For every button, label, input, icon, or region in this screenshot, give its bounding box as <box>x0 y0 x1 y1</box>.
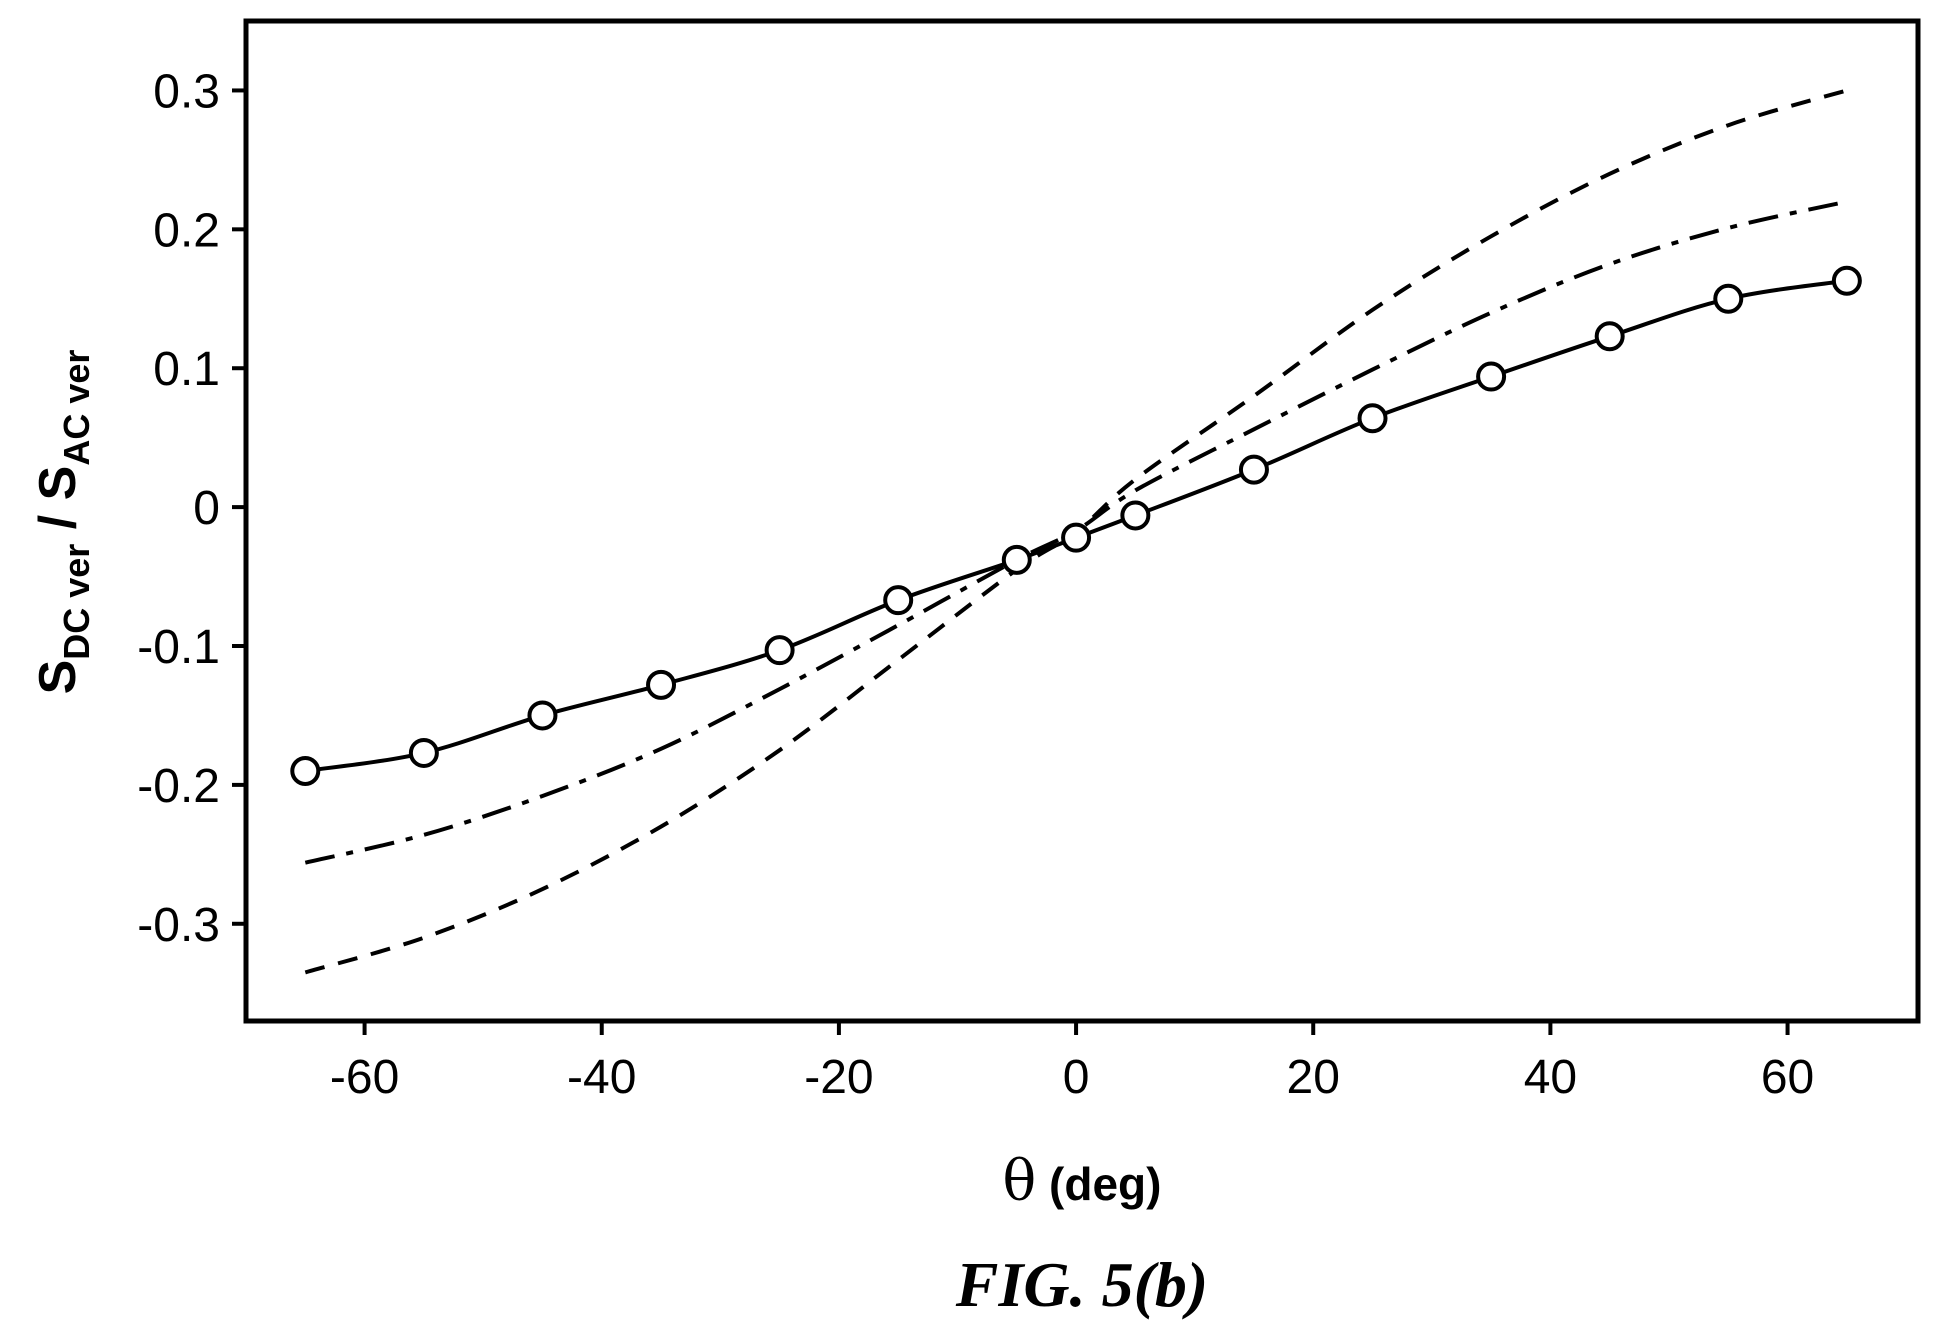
x-axis: -60 -40 -20 0 20 40 60 <box>330 1021 1814 1104</box>
x-tick-label: -20 <box>804 1051 873 1104</box>
x-tick-label: 20 <box>1287 1051 1340 1104</box>
y-tick-label: -0.2 <box>137 760 220 813</box>
data-point <box>527 700 558 731</box>
data-point <box>1061 522 1092 553</box>
x-tick-label: 0 <box>1063 1051 1090 1104</box>
x-axis-unit: (deg) <box>1036 1158 1161 1210</box>
y-axis-title: SDC ver / SAC ver <box>29 350 97 695</box>
y-tick-label: -0.3 <box>137 899 220 952</box>
y-axis-title-sep: / <box>29 500 87 543</box>
data-point <box>1001 544 1032 575</box>
y-tick-label: -0.1 <box>137 621 220 674</box>
data-point <box>408 737 439 768</box>
y-axis-title-sub2: AC ver <box>56 350 97 466</box>
data-point <box>1476 361 1507 392</box>
data-point <box>290 756 321 786</box>
data-point <box>1238 454 1269 485</box>
y-axis: 0.3 0.2 0.1 0 -0.1 -0.2 -0.3 <box>137 65 246 952</box>
y-tick-label: 0.2 <box>153 204 220 257</box>
y-axis-title-s1: S <box>29 660 87 695</box>
data-point <box>764 635 795 666</box>
y-tick-label: 0.3 <box>153 65 220 118</box>
data-point <box>883 585 914 616</box>
y-axis-title-sub1: DC ver <box>56 544 97 660</box>
x-tick-label: -40 <box>567 1051 636 1104</box>
data-point <box>1713 283 1744 314</box>
x-tick-label: -60 <box>330 1051 399 1104</box>
y-tick-label: 0 <box>193 482 220 535</box>
series-layer <box>290 88 1862 975</box>
data-point <box>646 669 677 700</box>
data-point <box>1120 500 1151 531</box>
plot-frame <box>243 18 1921 1024</box>
series-line-dash-dot <box>304 199 1848 865</box>
x-tick-label: 60 <box>1761 1051 1814 1104</box>
figure-caption: FIG. 5(b) <box>955 1249 1208 1320</box>
y-tick-label: 0.1 <box>153 343 220 396</box>
x-tick-label: 40 <box>1524 1051 1577 1104</box>
data-point <box>1594 321 1625 352</box>
data-point <box>1357 403 1388 434</box>
y-axis-title-s2: S <box>29 466 87 501</box>
theta-symbol: θ <box>1003 1149 1037 1214</box>
data-point <box>1831 265 1862 296</box>
x-axis-title: θ (deg) <box>1003 1149 1162 1214</box>
